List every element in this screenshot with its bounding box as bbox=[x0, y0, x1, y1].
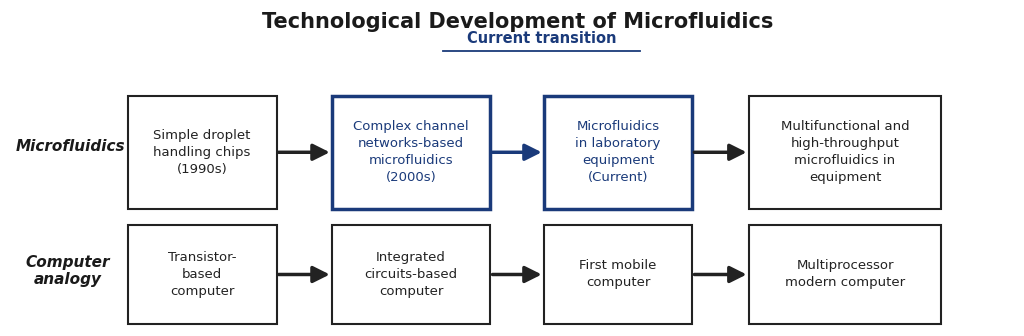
Text: Microfluidics
in laboratory
equipment
(Current): Microfluidics in laboratory equipment (C… bbox=[575, 120, 660, 184]
FancyBboxPatch shape bbox=[332, 96, 490, 209]
Text: Complex channel
networks-based
microfluidics
(2000s): Complex channel networks-based microflui… bbox=[353, 120, 469, 184]
Text: Integrated
circuits-based
computer: Integrated circuits-based computer bbox=[365, 251, 458, 298]
Text: First mobile
computer: First mobile computer bbox=[580, 259, 656, 290]
FancyBboxPatch shape bbox=[749, 225, 941, 324]
Text: Computer
analogy: Computer analogy bbox=[26, 255, 110, 287]
Text: Technological Development of Microfluidics: Technological Development of Microfluidi… bbox=[262, 12, 773, 32]
FancyBboxPatch shape bbox=[128, 96, 276, 209]
Text: Multiprocessor
modern computer: Multiprocessor modern computer bbox=[785, 259, 905, 290]
FancyBboxPatch shape bbox=[332, 225, 490, 324]
Text: Current transition: Current transition bbox=[467, 31, 616, 46]
FancyBboxPatch shape bbox=[749, 96, 941, 209]
Text: Simple droplet
handling chips
(1990s): Simple droplet handling chips (1990s) bbox=[154, 129, 251, 176]
FancyBboxPatch shape bbox=[128, 225, 276, 324]
Text: Microfluidics: Microfluidics bbox=[15, 139, 125, 154]
Text: Transistor-
based
computer: Transistor- based computer bbox=[168, 251, 237, 298]
FancyBboxPatch shape bbox=[544, 96, 692, 209]
FancyBboxPatch shape bbox=[544, 225, 692, 324]
Text: Multifunctional and
high-throughput
microfluidics in
equipment: Multifunctional and high-throughput micr… bbox=[780, 120, 909, 184]
